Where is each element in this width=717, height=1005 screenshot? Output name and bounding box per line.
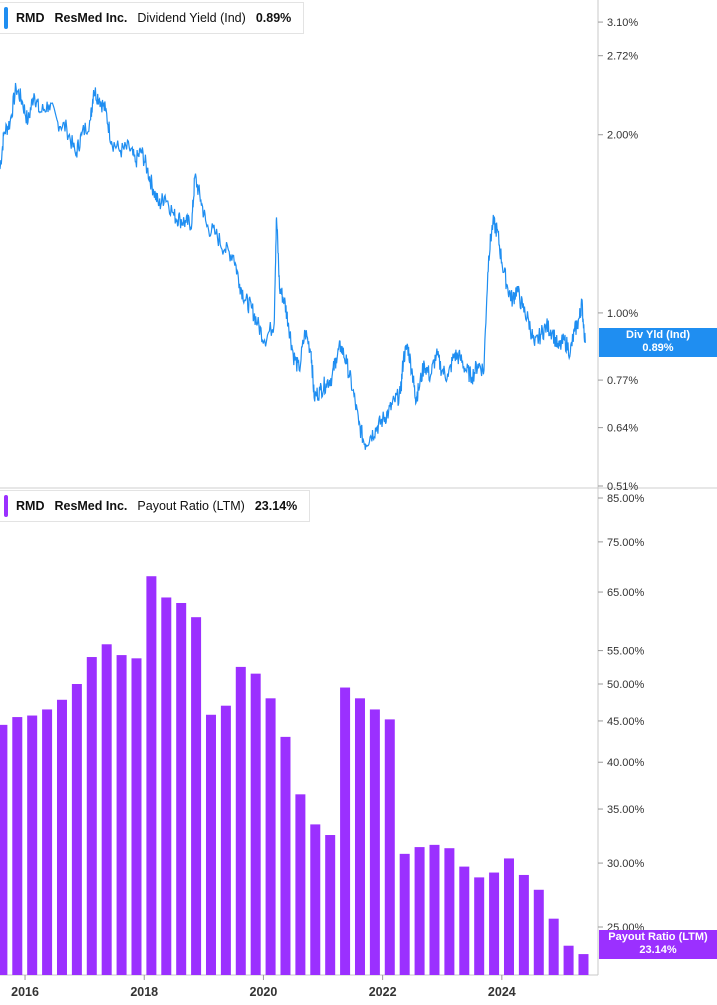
bottom-legend-company: ResMed Inc. (54, 499, 128, 513)
payout-ratio-bar (533, 889, 544, 975)
dividend-yield-end-tag: Div Yld (Ind) 0.89% (599, 328, 717, 357)
top-y-tick-label: 0.51% (607, 481, 638, 493)
bottom-legend-color-swatch (4, 495, 8, 517)
x-tick-label: 2020 (250, 985, 278, 999)
x-tick-label: 2018 (130, 985, 158, 999)
payout-ratio-bar (459, 866, 470, 975)
bottom-legend: RMD ResMed Inc. Payout Ratio (LTM) 23.14… (0, 490, 311, 522)
bottom-y-tick-label: 85.00% (607, 493, 645, 505)
payout-ratio-bar (12, 717, 23, 975)
payout-ratio-bar (86, 657, 97, 975)
dividend-yield-line (0, 82, 586, 450)
payout-ratio-bar (295, 794, 306, 975)
payout-ratio-bar (518, 874, 529, 975)
payout-ratio-bar (503, 858, 514, 975)
payout-ratio-bar (0, 724, 8, 975)
top-legend-value: 0.89% (255, 11, 292, 25)
payout-ratio-bar (101, 644, 112, 975)
top-legend-metric: Dividend Yield (Ind) (137, 11, 246, 25)
payout-ratio-bar (369, 709, 380, 975)
bottom-y-tick-label: 35.00% (607, 804, 645, 816)
payout-ratio-bar (489, 872, 500, 975)
payout-ratio-bar (191, 617, 202, 975)
x-tick-label: 2024 (488, 985, 516, 999)
bottom-legend-metric: Payout Ratio (LTM) (137, 499, 245, 513)
payout-ratio-bar (399, 853, 410, 975)
bottom-y-tick-label: 75.00% (607, 537, 645, 549)
top-legend-color-swatch (4, 7, 8, 29)
payout-ratio-bar (250, 673, 261, 975)
bottom-y-ticks: 85.00% 75.00% 65.00% 55.00% 50.00% 45.00% 40.0… (598, 493, 645, 934)
payout-ratio-bar (280, 736, 291, 975)
payout-ratio-bar (444, 848, 455, 975)
top-legend: RMD ResMed Inc. Dividend Yield (Ind) 0.8… (0, 2, 305, 34)
bottom-y-tick-label: 40.00% (607, 757, 645, 769)
top-y-tick-label: 1.00% (607, 308, 638, 320)
payout-ratio-bar (220, 705, 231, 975)
payout-ratio-end-tag: Payout Ratio (LTM) 23.14% (599, 930, 717, 959)
payout-ratio-bar (354, 698, 365, 975)
payout-ratio-bar (340, 687, 351, 975)
dividend-yield-end-tag-label: Div Yld (Ind) (626, 329, 690, 341)
bottom-y-tick-label: 45.00% (607, 716, 645, 728)
top-legend-ticker: RMD (16, 11, 45, 25)
payout-ratio-bar (116, 655, 127, 975)
x-tick-label: 2022 (369, 985, 397, 999)
payout-ratio-bar (71, 684, 82, 975)
payout-ratio-bar (176, 602, 187, 975)
payout-ratio-bar (474, 877, 485, 975)
bottom-y-tick-label: 50.00% (607, 679, 645, 691)
payout-ratio-bar (310, 824, 321, 975)
payout-ratio-bar (131, 658, 142, 975)
bottom-y-tick-label: 65.00% (607, 587, 645, 599)
top-legend-company: ResMed Inc. (54, 11, 128, 25)
payout-ratio-bar (265, 698, 276, 975)
payout-ratio-bar (205, 714, 216, 975)
top-y-tick-label: 2.00% (607, 130, 638, 142)
payout-ratio-bar (563, 945, 574, 975)
payout-ratio-bar (56, 699, 67, 975)
payout-ratio-bar (235, 666, 246, 975)
top-y-tick-label: 0.77% (607, 375, 638, 387)
top-y-tick-label: 2.72% (607, 51, 638, 63)
payout-ratio-bar (325, 835, 336, 975)
payout-ratio-bar (548, 918, 559, 975)
bottom-y-tick-label: 30.00% (607, 858, 645, 870)
dividend-yield-end-tag-value: 0.89% (642, 342, 674, 354)
top-y-tick-label: 3.10% (607, 17, 638, 29)
payout-ratio-bar (161, 597, 172, 975)
payout-bars (0, 576, 589, 975)
dividend-yield-series (0, 82, 586, 450)
top-y-ticks: 3.10% 2.72% 2.00% 1.00% 0.77% 0.64% 0.51% (598, 17, 638, 493)
x-tick-label: 2016 (11, 985, 39, 999)
payout-ratio-end-tag-label: Payout Ratio (LTM) (608, 931, 708, 943)
bottom-legend-ticker: RMD (16, 499, 45, 513)
bottom-y-tick-label: 55.00% (607, 646, 645, 658)
bottom-legend-value: 23.14% (254, 499, 298, 513)
payout-ratio-bar (578, 954, 589, 975)
x-ticks: 2016 2018 2020 2022 2024 (11, 975, 516, 999)
payout-ratio-bar (414, 847, 425, 975)
payout-ratio-end-tag-value: 23.14% (639, 944, 677, 956)
payout-ratio-bar (429, 844, 440, 975)
top-y-tick-label: 0.64% (607, 423, 638, 435)
payout-ratio-bar (42, 709, 53, 975)
payout-ratio-bar (146, 576, 157, 975)
payout-ratio-bar (384, 719, 395, 975)
payout-ratio-bar (27, 715, 38, 975)
